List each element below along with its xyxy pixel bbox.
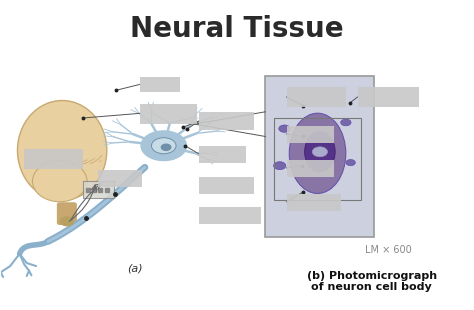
Circle shape xyxy=(60,217,73,226)
Ellipse shape xyxy=(18,100,107,200)
Circle shape xyxy=(161,144,171,150)
Circle shape xyxy=(279,125,290,132)
Text: (b) Photomicrograph
of neuron cell body: (b) Photomicrograph of neuron cell body xyxy=(307,271,437,292)
Bar xyxy=(24,149,83,169)
Ellipse shape xyxy=(289,113,346,193)
Bar xyxy=(83,181,114,198)
Text: LM × 600: LM × 600 xyxy=(365,245,412,255)
Bar xyxy=(287,160,334,177)
Bar xyxy=(199,112,254,130)
Bar xyxy=(287,193,341,210)
Circle shape xyxy=(273,162,286,170)
Ellipse shape xyxy=(305,132,335,172)
Bar xyxy=(274,118,361,200)
Bar xyxy=(140,104,197,124)
Circle shape xyxy=(141,131,186,161)
Bar xyxy=(140,77,180,92)
Text: Neural Tissue: Neural Tissue xyxy=(130,15,344,42)
Bar xyxy=(199,207,261,224)
Circle shape xyxy=(346,160,356,166)
Bar xyxy=(98,170,143,188)
Circle shape xyxy=(312,147,328,157)
Circle shape xyxy=(341,119,351,126)
Bar xyxy=(287,126,334,143)
FancyBboxPatch shape xyxy=(57,203,76,224)
Text: (a): (a) xyxy=(128,264,143,274)
Circle shape xyxy=(152,138,176,154)
Bar xyxy=(357,87,419,107)
Bar xyxy=(199,146,246,163)
Ellipse shape xyxy=(33,161,87,202)
Bar xyxy=(199,177,254,193)
Bar xyxy=(265,76,374,237)
Bar xyxy=(287,87,346,107)
